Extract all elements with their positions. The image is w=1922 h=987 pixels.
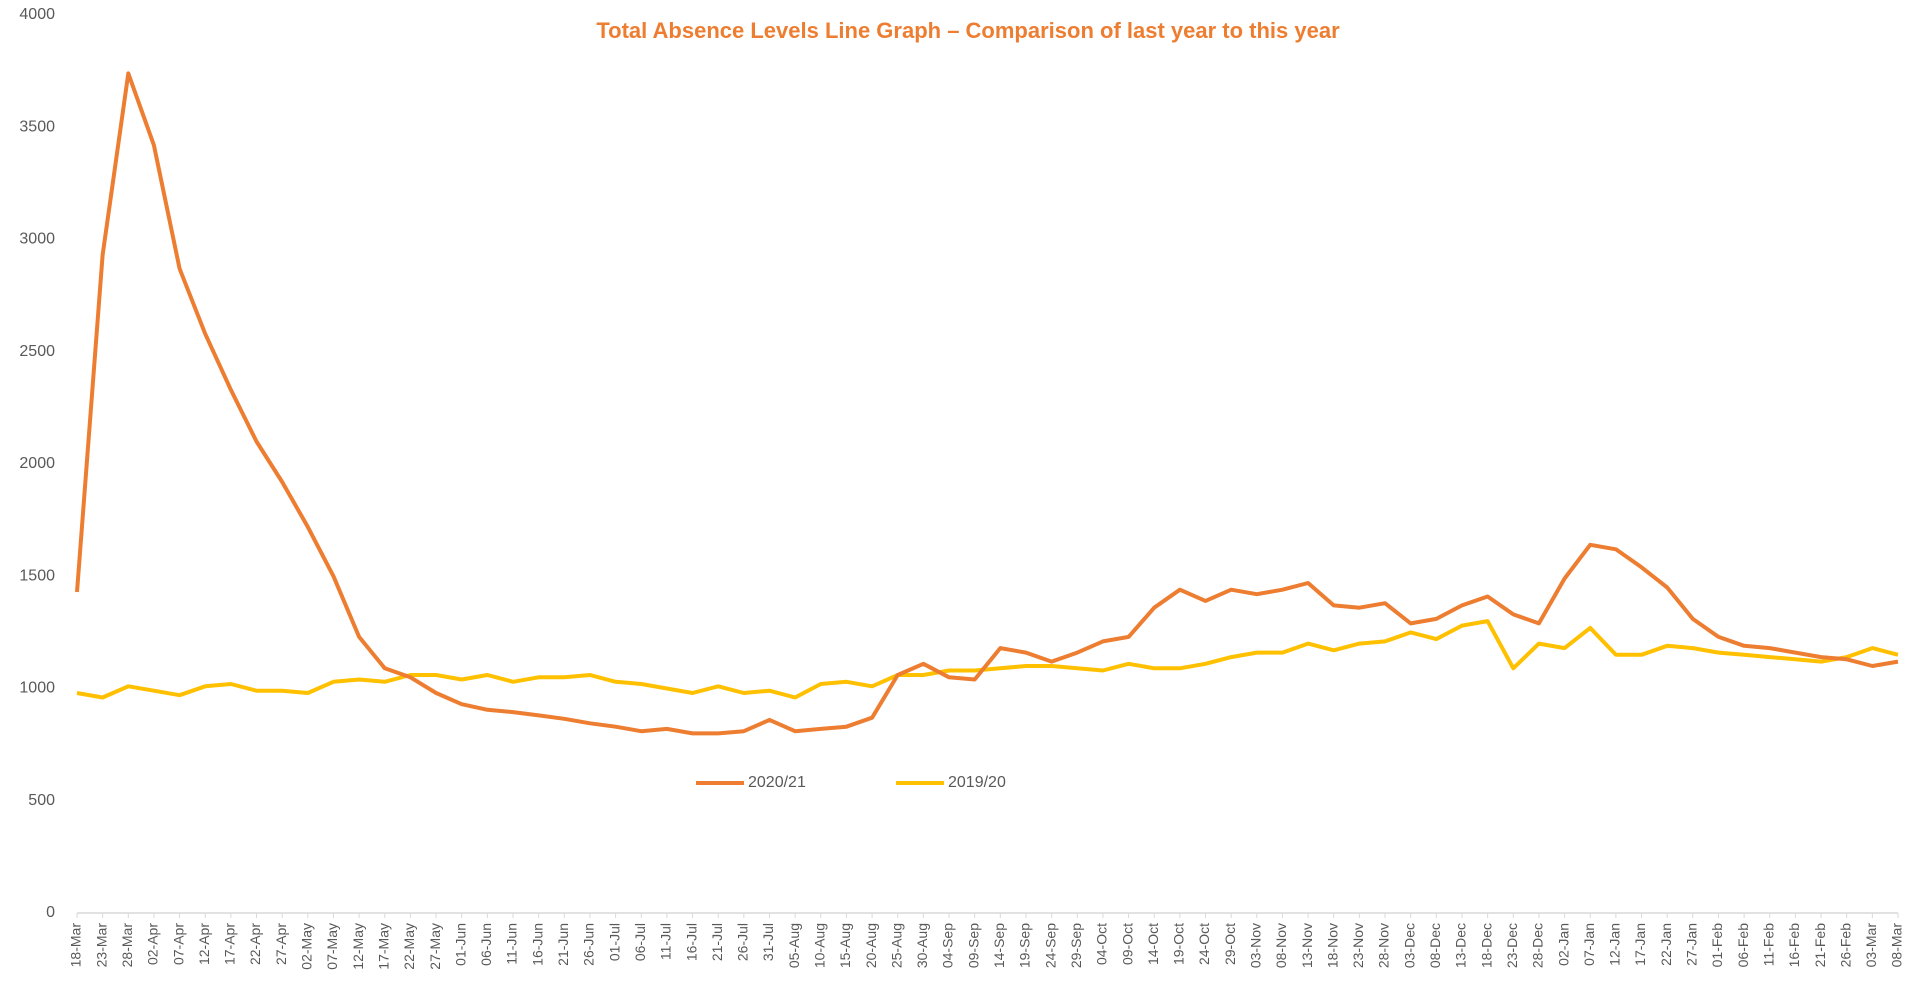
x-tick-label: 11-Jul (658, 923, 674, 960)
x-tick-label: 12-May (350, 923, 366, 970)
x-tick-label: 09-Sep (965, 923, 981, 968)
x-tick-label: 06-Jun (478, 923, 494, 966)
x-tick-label: 14-Sep (991, 923, 1007, 968)
x-tick-label: 29-Sep (1068, 923, 1084, 968)
x-tick-label: 30-Aug (914, 923, 930, 968)
x-tick-label: 23-Dec (1504, 923, 1520, 968)
y-tick-label: 1000 (19, 680, 55, 697)
x-tick-label: 05-Aug (786, 923, 802, 968)
series-line (75, 71, 1899, 736)
x-tick-label: 16-Feb (1786, 923, 1802, 968)
x-tick-label: 08-Dec (1427, 923, 1443, 968)
x-tick-label: 24-Oct (1196, 923, 1212, 965)
x-tick-label: 27-May (427, 923, 443, 970)
x-tick-label: 07-May (324, 923, 340, 970)
x-tick-label: 08-Mar (1889, 923, 1905, 968)
x-tick-label: 09-Oct (1119, 923, 1135, 965)
x-tick-label: 23-Nov (1350, 923, 1366, 968)
x-tick-label: 26-Jul (735, 923, 751, 961)
x-tick-label: 18-Nov (1324, 923, 1340, 968)
x-tick-label: 20-Aug (863, 923, 879, 968)
x-tick-label: 28-Dec (1530, 923, 1546, 968)
x-tick-label: 12-Jan (1607, 923, 1623, 966)
x-tick-label: 04-Oct (1094, 923, 1110, 965)
x-tick-label: 02-Jan (1555, 923, 1571, 966)
legend-label: 2019/20 (948, 774, 1006, 791)
x-tick-label: 14-Oct (1145, 923, 1161, 965)
x-tick-label: 04-Sep (940, 923, 956, 968)
x-tick-label: 29-Oct (1222, 923, 1238, 965)
y-tick-label: 0 (46, 904, 55, 921)
legend-label: 2020/21 (748, 774, 806, 791)
x-tick-label: 21-Jul (709, 923, 725, 961)
x-tick-label: 24-Sep (1042, 923, 1058, 968)
x-tick-label: 06-Feb (1735, 923, 1751, 968)
x-tick-label: 27-Apr (273, 923, 289, 965)
x-tick-label: 25-Aug (888, 923, 904, 968)
x-tick-label: 01-Jun (452, 923, 468, 966)
x-tick-label: 27-Jan (1684, 923, 1700, 966)
x-tick-label: 19-Sep (1017, 923, 1033, 968)
x-tick-label: 31-Jul (760, 923, 776, 961)
x-tick-label: 26-Feb (1837, 923, 1853, 968)
x-tick-label: 02-Apr (145, 923, 161, 965)
x-tick-label: 03-Dec (1401, 923, 1417, 968)
x-tick-label: 01-Feb (1709, 923, 1725, 968)
series-line (76, 619, 1899, 700)
x-tick-label: 28-Mar (119, 923, 135, 968)
x-tick-label: 18-Mar (68, 923, 84, 968)
x-tick-label: 28-Nov (1376, 923, 1392, 968)
x-tick-label: 02-May (299, 923, 315, 970)
x-tick-label: 13-Nov (1299, 923, 1315, 968)
x-tick-label: 07-Apr (170, 923, 186, 965)
x-tick-label: 19-Oct (1171, 923, 1187, 965)
y-tick-label: 4000 (19, 6, 55, 23)
x-tick-label: 11-Jun (504, 923, 520, 965)
x-tick-label: 21-Feb (1812, 923, 1828, 968)
x-tick-label: 17-Jan (1632, 923, 1648, 966)
x-tick-label: 07-Jan (1581, 923, 1597, 966)
chart-title: Total Absence Levels Line Graph – Compar… (596, 18, 1340, 43)
x-tick-label: 15-Aug (837, 923, 853, 968)
x-tick-label: 18-Dec (1478, 923, 1494, 968)
y-tick-label: 1500 (19, 567, 55, 584)
x-tick-label: 03-Mar (1863, 923, 1879, 968)
x-tick-label: 21-Jun (555, 923, 571, 966)
y-tick-label: 500 (28, 792, 55, 809)
x-tick-label: 06-Jul (632, 923, 648, 961)
x-tick-label: 11-Feb (1760, 923, 1776, 967)
x-tick-label: 23-Mar (93, 923, 109, 968)
x-tick-label: 16-Jul (683, 923, 699, 961)
x-tick-label: 03-Nov (1248, 923, 1264, 968)
x-tick-label: 08-Nov (1273, 923, 1289, 968)
y-tick-label: 3500 (19, 118, 55, 135)
x-tick-label: 22-May (401, 923, 417, 970)
x-tick-label: 16-Jun (529, 923, 545, 966)
x-tick-label: 17-Apr (222, 923, 238, 965)
y-tick-label: 2500 (19, 343, 55, 360)
y-tick-label: 2000 (19, 455, 55, 472)
x-tick-label: 17-May (375, 923, 391, 970)
y-tick-label: 3000 (19, 231, 55, 248)
x-tick-label: 13-Dec (1453, 923, 1469, 968)
x-tick-label: 10-Aug (811, 923, 827, 968)
x-tick-label: 01-Jul (606, 923, 622, 961)
x-tick-label: 12-Apr (196, 923, 212, 965)
x-tick-label: 22-Apr (247, 923, 263, 965)
x-tick-label: 26-Jun (581, 923, 597, 966)
x-tick-label: 22-Jan (1658, 923, 1674, 966)
